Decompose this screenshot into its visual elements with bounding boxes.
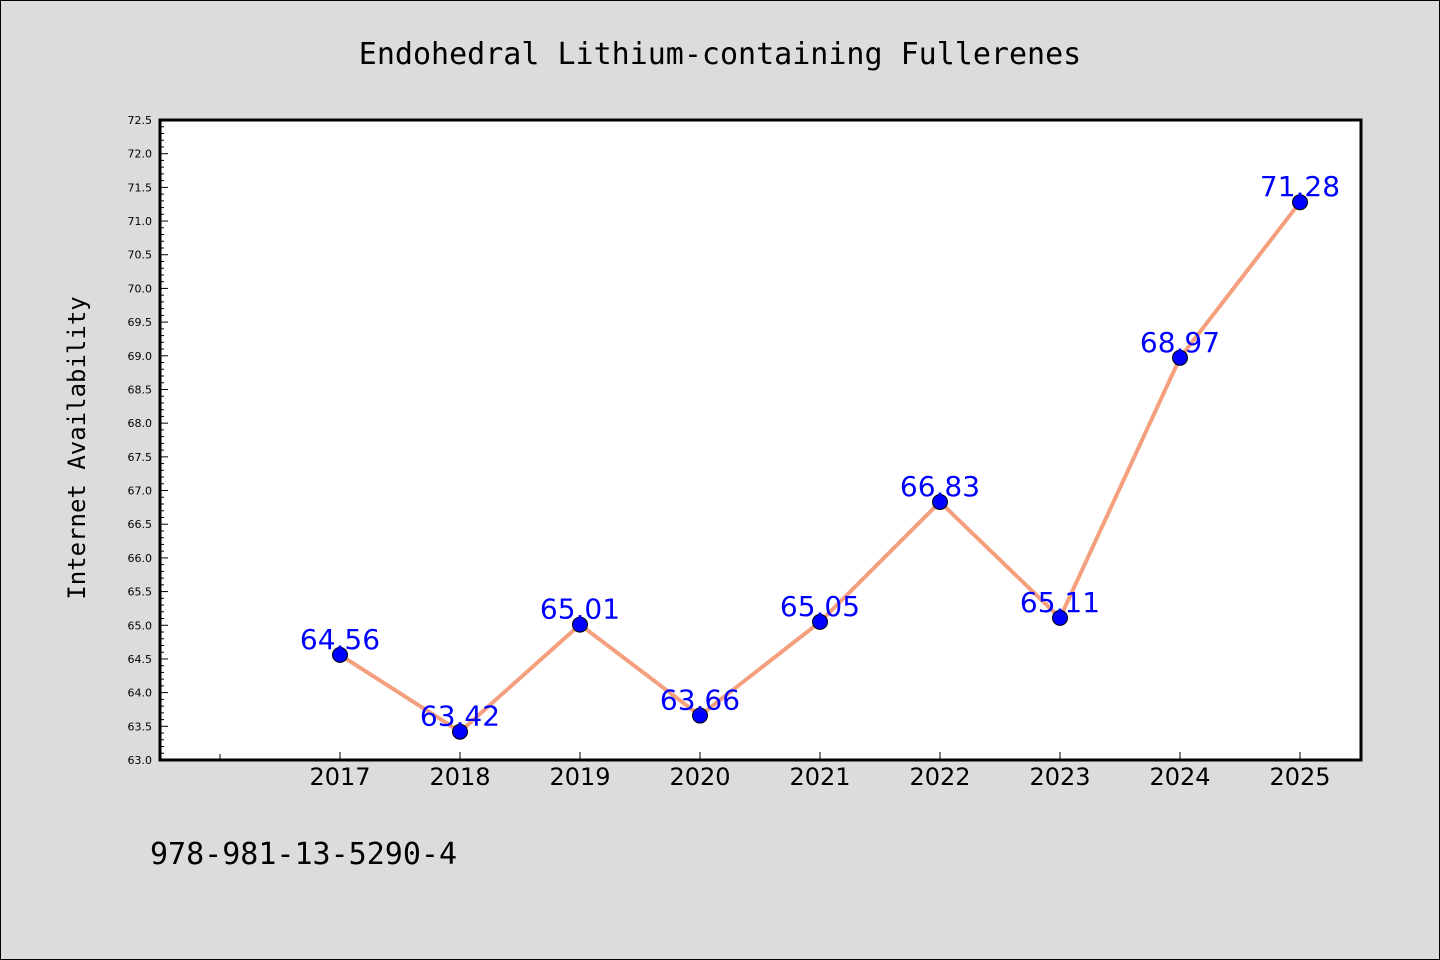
- data-point: [572, 616, 588, 633]
- y-tick-label: 69.5: [128, 316, 153, 329]
- y-tick-label: 70.5: [128, 249, 153, 262]
- data-point: [932, 493, 948, 510]
- plot-area: [158, 118, 1363, 762]
- data-point: [1172, 349, 1188, 366]
- y-tick-label: 63.0: [128, 754, 153, 767]
- y-tick-label: 64.0: [128, 687, 153, 700]
- x-tick-label: 2020: [669, 763, 730, 791]
- x-tick-label: 2025: [1269, 763, 1330, 791]
- data-point: [1052, 609, 1068, 626]
- y-tick-label: 68.5: [128, 383, 153, 396]
- chart-title: Endohedral Lithium-containing Fullerenes: [359, 37, 1081, 72]
- x-tick-label: 2021: [789, 763, 850, 791]
- y-tick-label: 63.5: [128, 720, 153, 733]
- x-tick-label: 2024: [1149, 763, 1210, 791]
- x-tick-label: 2022: [909, 763, 970, 791]
- y-tick-label: 69.0: [128, 350, 153, 363]
- x-tick-label: 2017: [309, 763, 370, 791]
- y-tick-label: 68.0: [128, 417, 153, 430]
- y-axis-ticks: 63.0 63.5 64.0 64.5 65.0 65.5 66.0 66.5 67.0 67.5…: [128, 114, 168, 767]
- x-tick-label: 2019: [549, 763, 610, 791]
- data-label: 65.01: [540, 593, 620, 626]
- y-tick-label: 71.5: [128, 181, 153, 194]
- y-tick-label: 70.0: [128, 282, 153, 295]
- y-tick-label: 72.0: [128, 148, 153, 161]
- y-tick-label: 67.0: [128, 485, 153, 498]
- data-point: [812, 613, 828, 630]
- y-tick-label: 66.5: [128, 518, 153, 531]
- data-point: [332, 646, 348, 663]
- y-tick-label: 72.5: [128, 114, 153, 127]
- data-label: 63.42: [420, 700, 500, 733]
- y-tick-label: 65.5: [128, 586, 153, 599]
- data-label: 66.83: [900, 470, 980, 503]
- y-tick-label: 66.0: [128, 552, 153, 565]
- data-label: 65.05: [780, 590, 860, 623]
- data-point: [1292, 194, 1308, 211]
- data-labels: 64.56 63.42 65.01 63.66 65.05 66.83 65.11 68.97…: [300, 170, 1340, 733]
- x-tick-label: 2018: [429, 763, 490, 791]
- x-axis-ticks: 2017 2018 2019 2020 2021 2022 2023 2024 2025: [219, 752, 1331, 791]
- y-tick-label: 64.5: [128, 653, 153, 666]
- data-label: 64.56: [300, 623, 380, 656]
- data-point: [452, 723, 468, 740]
- x-tick-label: 2023: [1029, 763, 1090, 791]
- y-tick-label: 65.0: [128, 619, 153, 632]
- data-label: 63.66: [660, 684, 740, 717]
- y-axis-label: Internet Availability: [63, 296, 91, 599]
- data-label: 71.28: [1260, 170, 1340, 203]
- isbn-footer: 978-981-13-5290-4: [150, 837, 457, 872]
- data-label: 65.11: [1020, 586, 1100, 619]
- y-tick-label: 67.5: [128, 451, 153, 464]
- data-point: [692, 707, 708, 724]
- y-tick-label: 71.0: [128, 215, 153, 228]
- data-markers: [332, 194, 1308, 740]
- data-label: 68.97: [1140, 326, 1220, 359]
